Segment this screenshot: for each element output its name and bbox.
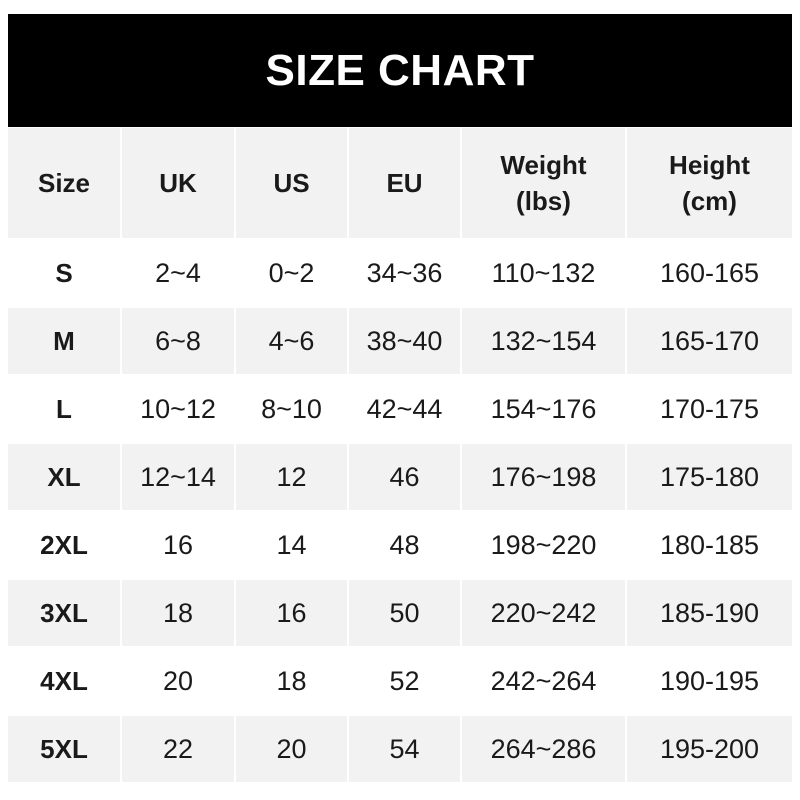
- cell-size: M: [8, 308, 122, 376]
- header-us: US: [236, 128, 349, 240]
- cell-size: 5XL: [8, 716, 122, 784]
- cell-eu: 34~36: [349, 240, 462, 308]
- table-row: 4XL 20 18 52 242~264 190-195: [8, 648, 792, 716]
- header-size: Size: [8, 128, 122, 240]
- cell-height: 195-200: [627, 716, 792, 784]
- cell-weight: 176~198: [462, 444, 627, 512]
- cell-size: 2XL: [8, 512, 122, 580]
- cell-uk: 22: [122, 716, 236, 784]
- header-weight: Weight (lbs): [462, 128, 627, 240]
- cell-us: 0~2: [236, 240, 349, 308]
- header-height: Height (cm): [627, 128, 792, 240]
- table-row: 5XL 22 20 54 264~286 195-200: [8, 716, 792, 784]
- header-row: Size UK US EU Weight (lbs) Height (cm): [8, 128, 792, 240]
- cell-weight: 242~264: [462, 648, 627, 716]
- size-chart-title: SIZE CHART: [8, 14, 792, 127]
- table-row: XL 12~14 12 46 176~198 175-180: [8, 444, 792, 512]
- cell-eu: 54: [349, 716, 462, 784]
- table-row: M 6~8 4~6 38~40 132~154 165-170: [8, 308, 792, 376]
- cell-height: 185-190: [627, 580, 792, 648]
- cell-weight: 154~176: [462, 376, 627, 444]
- cell-weight: 132~154: [462, 308, 627, 376]
- cell-height: 170-175: [627, 376, 792, 444]
- cell-height: 190-195: [627, 648, 792, 716]
- cell-us: 4~6: [236, 308, 349, 376]
- size-chart-table: Size UK US EU Weight (lbs) Height (cm) S 2~4 0~…: [8, 128, 792, 784]
- cell-uk: 20: [122, 648, 236, 716]
- cell-uk: 6~8: [122, 308, 236, 376]
- cell-size: L: [8, 376, 122, 444]
- cell-size: XL: [8, 444, 122, 512]
- cell-us: 12: [236, 444, 349, 512]
- cell-height: 160-165: [627, 240, 792, 308]
- cell-us: 16: [236, 580, 349, 648]
- cell-us: 8~10: [236, 376, 349, 444]
- cell-us: 18: [236, 648, 349, 716]
- table-row: 3XL 18 16 50 220~242 185-190: [8, 580, 792, 648]
- cell-height: 180-185: [627, 512, 792, 580]
- cell-eu: 42~44: [349, 376, 462, 444]
- cell-weight: 198~220: [462, 512, 627, 580]
- cell-uk: 10~12: [122, 376, 236, 444]
- cell-size: S: [8, 240, 122, 308]
- cell-size: 4XL: [8, 648, 122, 716]
- table-row: S 2~4 0~2 34~36 110~132 160-165: [8, 240, 792, 308]
- cell-us: 20: [236, 716, 349, 784]
- header-eu: EU: [349, 128, 462, 240]
- cell-uk: 12~14: [122, 444, 236, 512]
- cell-eu: 50: [349, 580, 462, 648]
- cell-eu: 48: [349, 512, 462, 580]
- header-uk: UK: [122, 128, 236, 240]
- cell-weight: 264~286: [462, 716, 627, 784]
- cell-weight: 220~242: [462, 580, 627, 648]
- cell-eu: 52: [349, 648, 462, 716]
- cell-height: 175-180: [627, 444, 792, 512]
- table-row: L 10~12 8~10 42~44 154~176 170-175: [8, 376, 792, 444]
- cell-eu: 38~40: [349, 308, 462, 376]
- cell-eu: 46: [349, 444, 462, 512]
- cell-weight: 110~132: [462, 240, 627, 308]
- cell-us: 14: [236, 512, 349, 580]
- cell-uk: 2~4: [122, 240, 236, 308]
- cell-size: 3XL: [8, 580, 122, 648]
- cell-uk: 18: [122, 580, 236, 648]
- cell-height: 165-170: [627, 308, 792, 376]
- cell-uk: 16: [122, 512, 236, 580]
- table-row: 2XL 16 14 48 198~220 180-185: [8, 512, 792, 580]
